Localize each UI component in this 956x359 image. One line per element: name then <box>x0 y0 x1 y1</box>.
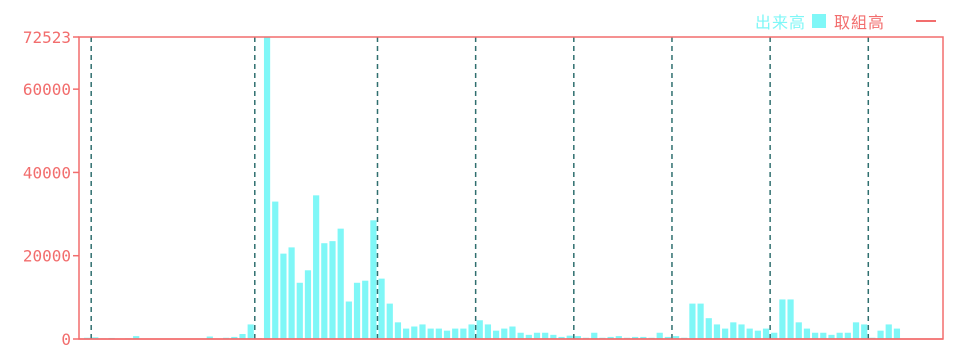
volume-bar <box>313 195 320 339</box>
volume-bar <box>558 336 565 339</box>
volume-bar <box>640 336 647 339</box>
volume-bar <box>779 299 786 339</box>
volume-bar <box>632 336 639 339</box>
volume-bar <box>828 334 835 339</box>
volume-bar <box>329 241 336 339</box>
volume-bar <box>771 332 778 339</box>
volume-bar <box>484 324 492 339</box>
volume-bar <box>656 332 663 339</box>
volume-bar <box>746 328 753 339</box>
volume-bar <box>288 247 295 339</box>
volume-bar <box>468 324 475 339</box>
volume-bar <box>493 330 500 339</box>
volume-bar <box>803 328 811 339</box>
volume-bar <box>247 324 254 339</box>
volume-bar <box>403 328 410 339</box>
volume-bar <box>394 322 402 339</box>
volume-bar <box>533 332 541 339</box>
volume-bar <box>501 328 508 339</box>
volume-bar <box>435 328 442 339</box>
volume-bar <box>877 330 884 339</box>
square-swatch-icon <box>812 14 826 28</box>
volume-bar <box>411 326 418 339</box>
volume-bar <box>730 322 737 339</box>
volume-bar <box>762 328 770 339</box>
volume-bar <box>672 336 680 339</box>
volume-bar <box>133 336 140 339</box>
volume-bar <box>378 278 385 339</box>
y-tick-label: 60000 <box>23 80 71 99</box>
volume-bar <box>697 303 704 339</box>
volume-bar <box>591 332 598 339</box>
volume-bar <box>476 320 483 339</box>
volume-bar <box>419 324 426 339</box>
volume-bar <box>509 326 516 339</box>
volume-bar <box>362 280 369 339</box>
volume-bar <box>664 336 671 339</box>
volume-bar <box>337 228 344 339</box>
y-axis-ticks: 0 20000 40000 60000 72523 <box>23 28 79 349</box>
volume-bar <box>239 334 246 339</box>
volume-bar <box>689 303 696 339</box>
y-tick-label: 20000 <box>23 247 71 266</box>
y-tick-label: 40000 <box>23 163 71 182</box>
volume-bar <box>787 299 794 339</box>
volume-bar <box>427 328 434 339</box>
volume-bar <box>92 337 99 339</box>
legend-open-interest-label: 取組高 <box>834 13 885 32</box>
volume-bar <box>345 301 352 339</box>
volume-bar <box>517 332 524 339</box>
volume-bar <box>722 328 729 339</box>
volume-bar <box>542 332 549 339</box>
legend-volume-label: 出来高 <box>755 13 806 32</box>
volume-bar <box>460 328 467 339</box>
volume-bar <box>353 282 361 339</box>
volume-bar <box>443 330 451 339</box>
volume-bars <box>84 37 901 339</box>
volume-bar <box>321 243 328 339</box>
volume-bar <box>844 332 851 339</box>
separator-grid <box>90 37 870 339</box>
volume-bar <box>836 332 843 339</box>
volume-bar <box>820 332 827 339</box>
volume-bar <box>754 330 761 339</box>
volume-bar <box>713 324 721 339</box>
y-tick-label: 72523 <box>23 28 71 47</box>
volume-bar <box>206 336 213 339</box>
volume-bar <box>852 322 860 339</box>
volume-bar <box>370 220 377 339</box>
legend: 出来高 取組高 <box>755 13 936 32</box>
volume-bar <box>885 324 892 339</box>
volume-bar <box>280 253 287 339</box>
volume-bar <box>231 336 238 339</box>
volume-bar <box>861 324 868 339</box>
y-tick-label: 0 <box>61 330 71 349</box>
volume-bar <box>812 332 819 339</box>
volume-bar <box>607 336 614 339</box>
volume-bar <box>738 324 745 339</box>
volume-bar <box>893 328 901 339</box>
volume-bar <box>574 336 581 339</box>
volume-bar <box>566 335 573 339</box>
volume-bar <box>705 318 712 339</box>
volume-bar <box>795 322 802 339</box>
volume-bar <box>550 334 557 339</box>
volume-bar <box>304 270 312 339</box>
volume-bar <box>615 336 622 339</box>
volume-bar <box>272 201 279 339</box>
volume-bar <box>525 334 532 339</box>
plot-frame <box>78 36 944 340</box>
volume-bar <box>296 282 303 339</box>
volume-bar <box>386 303 393 339</box>
volume-bar <box>452 328 459 339</box>
volume-bar <box>263 37 271 339</box>
